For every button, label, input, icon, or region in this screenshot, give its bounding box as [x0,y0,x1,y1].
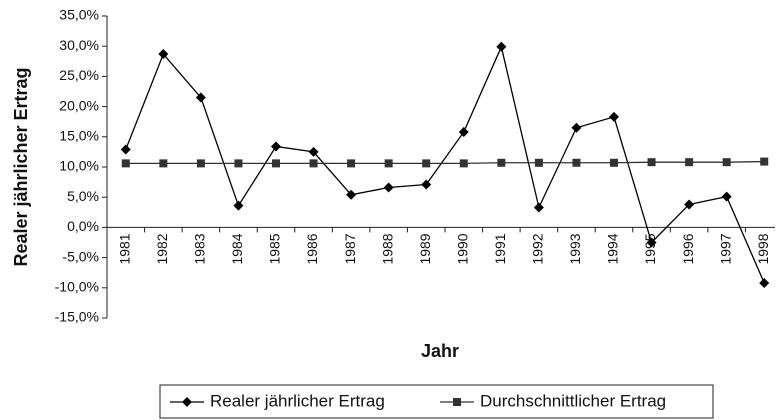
marker [308,146,319,157]
x-tick-label: 1998 [755,233,771,264]
marker [422,159,431,168]
marker [233,200,244,211]
marker [646,237,657,248]
marker [722,158,731,167]
x-tick-label: 1996 [680,233,696,264]
y-tick-label: 20,0% [59,97,99,113]
marker [685,158,694,167]
marker [159,159,168,168]
x-tick-label: 1987 [342,233,358,264]
marker [647,158,656,167]
x-tick-label: 1990 [454,233,470,264]
y-tick-label: 5,0% [67,188,99,204]
marker [195,92,206,103]
marker [347,159,356,168]
marker [609,111,619,122]
y-tick-label: -15,0% [55,309,99,325]
marker [497,158,506,167]
marker [533,202,544,213]
legend-label: Durchschnittlicher Ertrag [480,391,666,410]
x-tick-label: 1997 [717,233,733,264]
x-tick-label: 1994 [605,233,621,264]
x-tick-label: 1986 [304,233,320,264]
marker [610,158,618,167]
legend-box [159,384,714,419]
x-tick-label: 1984 [229,233,245,264]
series-line [125,44,765,284]
x-tick-label: 1982 [154,233,170,264]
marker [453,398,461,406]
marker [383,182,394,193]
marker [346,189,357,200]
marker [120,144,131,155]
marker [421,179,432,190]
marker [721,191,732,202]
x-tick-label: 1989 [417,233,433,264]
x-tick-label: 1992 [530,233,546,264]
marker [572,158,581,167]
legend-label: Realer jährlicher Ertrag [210,391,385,410]
y-tick-label: 10,0% [59,158,99,174]
y-axis-title: Realer jährlicher Ertrag [11,67,31,266]
y-tick-label: 25,0% [59,67,99,83]
marker [272,159,280,168]
y-tick-label: 30,0% [59,37,99,53]
marker [196,159,205,168]
marker [158,49,169,60]
marker [234,159,243,168]
x-tick-label: 1993 [567,233,583,264]
x-tick-label: 1985 [267,233,283,264]
marker [571,122,582,133]
x-axis-title: Jahr [421,341,459,361]
marker [760,157,769,166]
y-tick-label: -5,0% [62,248,99,264]
x-tick-label: 1983 [192,233,208,264]
marker [496,41,507,52]
y-tick-label: 0,0% [67,218,99,234]
series-line [125,160,765,165]
marker [182,397,192,407]
y-tick-label: 15,0% [59,128,99,144]
marker [759,277,770,288]
x-tick-label: 1991 [492,233,508,264]
x-tick-label: 1988 [379,233,395,264]
marker [458,126,469,137]
marker [271,141,281,152]
marker [534,158,543,167]
marker [459,159,468,168]
marker [684,199,695,210]
y-tick-label: 35,0% [59,7,99,23]
marker [384,159,393,168]
y-tick-label: -10,0% [55,279,99,295]
marker [309,159,318,168]
marker [121,159,130,168]
x-tick-label: 1981 [116,233,132,264]
